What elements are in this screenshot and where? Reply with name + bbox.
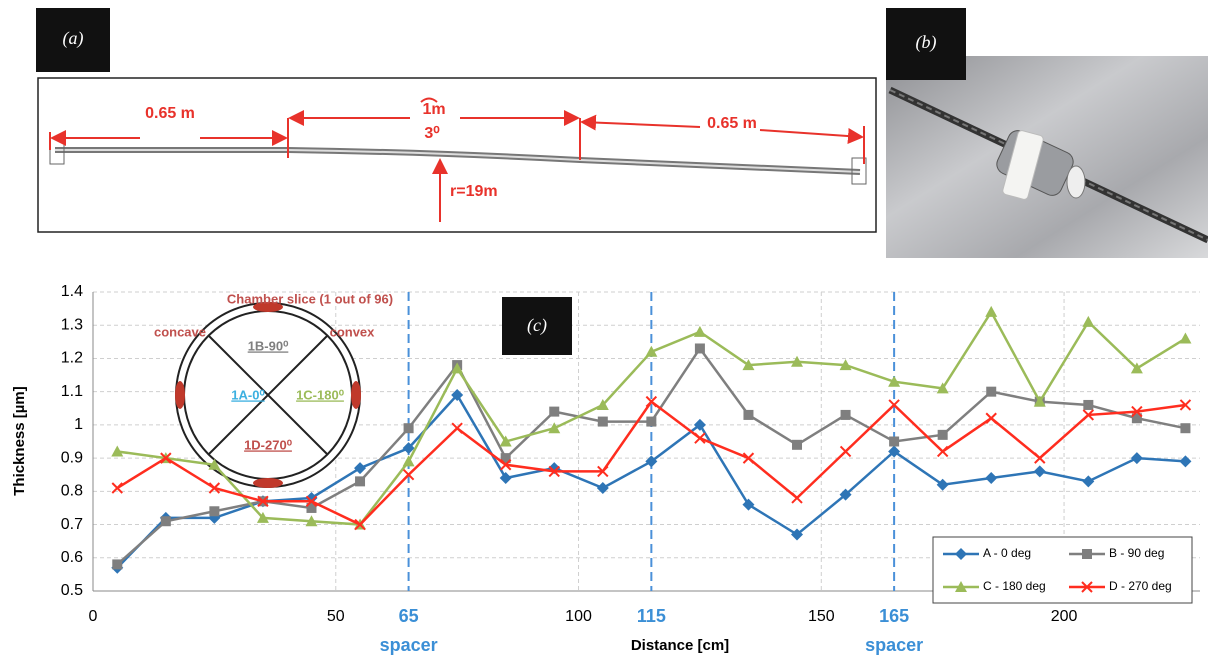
- dimension-label: 3⁰: [424, 125, 440, 142]
- data-point: [598, 417, 608, 427]
- x-tick-label: 100: [565, 608, 592, 625]
- y-tick-label: 0.7: [61, 516, 83, 533]
- legend-label: C - 180 deg: [983, 579, 1046, 593]
- x-tick-label: 150: [808, 608, 835, 625]
- inset-label: 1D-270⁰: [244, 437, 293, 452]
- figure: (a) 0.65 m 1m 3⁰ 0.65 m r=19m (b) 0.5 0.6…: [0, 0, 1208, 656]
- data-point: [985, 472, 997, 484]
- y-tick-label: 1: [74, 416, 83, 433]
- inset-label: 1B-90⁰: [248, 338, 289, 353]
- data-point: [841, 446, 851, 456]
- data-point: [743, 410, 753, 420]
- x-tick-label: 50: [327, 608, 345, 625]
- spacer-label: spacer: [380, 635, 438, 655]
- y-tick-label: 0.6: [61, 549, 83, 566]
- y-tick-label: 1.4: [61, 283, 83, 300]
- spacer-position: 65: [399, 606, 419, 626]
- data-point: [889, 437, 899, 447]
- x-tick-label: 200: [1051, 608, 1078, 625]
- spacer-label: spacer: [865, 635, 923, 655]
- data-point: [161, 516, 171, 526]
- data-point: [694, 326, 706, 337]
- y-axis-label: Thickness [µm]: [11, 386, 28, 496]
- data-point: [695, 343, 705, 353]
- data-point: [646, 417, 656, 427]
- inset-label: Chamber slice (1 out of 96): [227, 291, 393, 306]
- data-point: [1179, 455, 1191, 467]
- legend-label: D - 270 deg: [1109, 579, 1172, 593]
- inset-sensor: [175, 381, 185, 409]
- data-point: [1034, 465, 1046, 477]
- data-point: [354, 462, 366, 474]
- data-point: [1082, 475, 1094, 487]
- panel-label: (b): [916, 32, 937, 53]
- dimension-label: 0.65 m: [707, 115, 757, 132]
- data-point: [549, 407, 559, 417]
- y-tick-label: 0.5: [61, 582, 83, 599]
- y-tick-label: 1.2: [61, 350, 83, 367]
- data-point: [938, 430, 948, 440]
- legend-label: A - 0 deg: [983, 546, 1031, 560]
- inset-sensor: [351, 381, 361, 409]
- x-axis-label: Distance [cm]: [631, 637, 729, 654]
- data-point: [985, 306, 997, 317]
- panel-label: (a): [63, 28, 84, 49]
- panel-label: (c): [527, 315, 547, 336]
- legend-marker: [1082, 549, 1092, 559]
- y-tick-label: 1.1: [61, 383, 83, 400]
- dimension-label: 0.65 m: [145, 105, 195, 122]
- data-point: [986, 413, 996, 423]
- data-point: [986, 387, 996, 397]
- data-point: [500, 472, 512, 484]
- data-point: [403, 455, 415, 466]
- y-tick-label: 0.9: [61, 449, 83, 466]
- inset-label: 1A-0⁰: [231, 387, 265, 402]
- data-point: [841, 410, 851, 420]
- spacer-position: 165: [879, 606, 909, 626]
- data-point: [112, 559, 122, 569]
- data-point: [792, 440, 802, 450]
- dimension-label: r=19m: [450, 183, 498, 200]
- dimension-label: 1m: [422, 101, 445, 118]
- data-point: [1082, 316, 1094, 327]
- data-point: [1179, 333, 1191, 344]
- data-point: [742, 499, 754, 511]
- x-tick-label: 0: [89, 608, 98, 625]
- legend-label: B - 90 deg: [1109, 546, 1164, 560]
- data-point: [792, 493, 802, 503]
- data-point: [1083, 400, 1093, 410]
- data-point: [597, 482, 609, 494]
- data-point: [1035, 453, 1045, 463]
- data-point: [1131, 452, 1143, 464]
- data-point: [938, 446, 948, 456]
- data-point: [1180, 423, 1190, 433]
- y-tick-label: 0.8: [61, 483, 83, 500]
- spacer-position: 115: [637, 606, 666, 626]
- inset-label: 1C-180⁰: [296, 387, 345, 402]
- data-point: [695, 433, 705, 443]
- inset-sensor: [253, 478, 283, 488]
- inset-label: concave: [154, 324, 206, 339]
- data-point: [548, 422, 560, 433]
- inset-label: convex: [330, 324, 376, 339]
- data-point: [355, 476, 365, 486]
- data-point: [209, 506, 219, 516]
- y-tick-label: 1.3: [61, 316, 83, 333]
- data-point: [404, 423, 414, 433]
